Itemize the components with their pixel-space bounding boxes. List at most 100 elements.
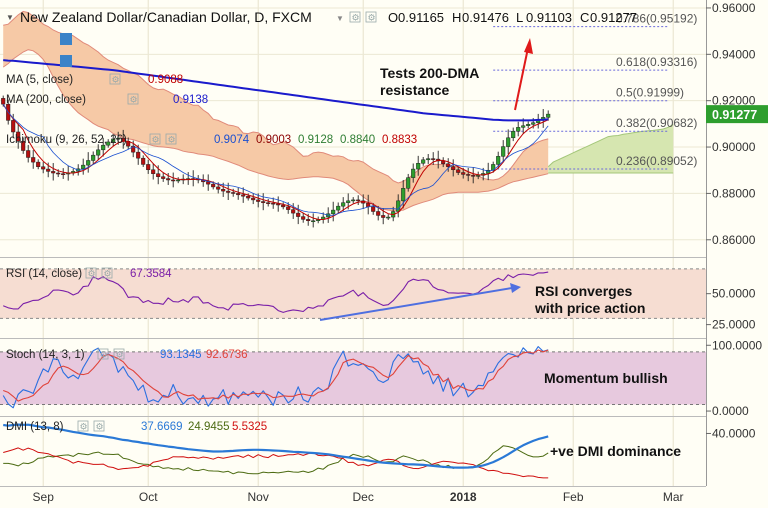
candle-body — [531, 122, 536, 125]
ohlc-key: C — [580, 10, 589, 25]
candle-body — [441, 160, 446, 164]
fib-label: 0.786(0.95192) — [616, 12, 697, 26]
candle-body — [296, 212, 301, 217]
settings-icon: ⚙ — [130, 95, 138, 105]
time-axis-label: Dec — [353, 490, 374, 504]
candle-body — [151, 169, 156, 174]
candle-body — [286, 206, 291, 210]
fib-label: 0.236(0.89052) — [616, 154, 697, 168]
candle-body — [446, 163, 451, 167]
stoch-band — [0, 351, 706, 405]
candle-body — [91, 154, 96, 161]
candle-body — [236, 193, 241, 196]
eye-icon — [365, 11, 377, 23]
rsi-annotation-line1: RSI converges — [535, 283, 632, 299]
rsi-band — [0, 268, 706, 319]
ichimoku-cloud — [2, 10, 674, 212]
ohlc-value: 0.91103 — [526, 10, 572, 25]
rsi-line — [2, 271, 549, 313]
kumo-bearish — [3, 11, 549, 211]
dmi-plus-value: 24.9455 — [188, 421, 230, 433]
collapse-icon: ▼ — [6, 13, 14, 22]
fib-label: 0.5(0.91999) — [616, 86, 684, 100]
candle-body — [341, 202, 346, 207]
eye-icon — [77, 420, 89, 432]
candle-body — [506, 137, 511, 147]
candle-body — [241, 194, 246, 197]
price-annotation-line1: Tests 200-DMA — [380, 65, 479, 81]
settings-icon: ⚙ — [352, 13, 360, 23]
candle-body — [266, 202, 271, 204]
stoch-k-line — [2, 346, 549, 409]
candle-body — [61, 173, 66, 175]
ichimoku-value: 0.9074 — [214, 134, 250, 146]
adx-line — [3, 423, 549, 469]
current-price-value: 0.91277 — [712, 108, 757, 122]
candle-body — [271, 202, 276, 205]
candle-body — [356, 199, 361, 202]
candle-body — [166, 178, 171, 181]
time-axis-label: Oct — [139, 490, 158, 504]
candle-body — [246, 195, 251, 199]
fib-label: 0.618(0.93316) — [616, 55, 697, 69]
candle-body — [501, 146, 506, 157]
candle-body — [406, 177, 411, 189]
price-axis-bg — [706, 0, 768, 508]
settings-icon: ⚙ — [116, 350, 124, 360]
dmi-adx-value: 37.6669 — [141, 421, 183, 433]
candle-body — [21, 141, 26, 151]
legend-label: MA (5, close) — [6, 74, 73, 86]
candle-body — [516, 127, 521, 132]
candle-body — [216, 186, 221, 190]
stoch-axis-label: 100.0000 — [712, 338, 762, 352]
candle-body — [156, 173, 161, 177]
time-axis-label: 2018 — [450, 490, 477, 504]
rsi-annotation-line2: with price action — [534, 300, 645, 316]
eye-icon — [93, 420, 105, 432]
eye-icon — [349, 11, 361, 23]
time-axis-label: Mar — [663, 490, 684, 504]
candle-body — [346, 200, 351, 203]
candle-body — [466, 174, 471, 176]
settings-icon: ⚙ — [104, 269, 112, 279]
candle-body — [51, 171, 56, 174]
rsi-axis-label: 50.0000 — [712, 287, 756, 301]
current-price-tag — [706, 105, 768, 124]
price-axis-label: 0.92000 — [712, 94, 756, 108]
bullish-arrow-head — [524, 38, 533, 54]
candle-body — [111, 138, 116, 143]
candle-body — [401, 188, 406, 202]
candle-body — [231, 192, 236, 194]
candle-body — [471, 175, 476, 177]
candle-body — [161, 176, 166, 179]
visibility-toggle-icon — [60, 33, 72, 45]
candle-body — [146, 164, 151, 171]
eye-icon — [85, 267, 97, 279]
candle-body — [226, 190, 231, 193]
ichimoku-value: 0.9003 — [256, 134, 291, 146]
visibility-toggle-icon — [60, 55, 72, 67]
candle-body — [256, 199, 261, 202]
candle-body — [416, 163, 421, 170]
ichimoku-conversion-line — [2, 103, 549, 216]
candle-body — [276, 203, 281, 206]
candle-body — [136, 151, 141, 159]
candle-body — [311, 220, 316, 223]
kumo-bearish-bottom — [2, 49, 549, 212]
ohlc-key: L — [516, 10, 523, 25]
candle-body — [306, 219, 311, 222]
settings-icon: ⚙ — [168, 135, 176, 145]
dmi-minus-value: 5.5325 — [232, 421, 267, 433]
time-axis-label: Nov — [248, 490, 269, 504]
candle-body — [496, 156, 501, 165]
candle-body — [116, 137, 121, 140]
candle-body — [451, 166, 456, 171]
time-axis-label: Feb — [563, 490, 584, 504]
candle-body — [376, 211, 381, 216]
candle-body — [351, 199, 356, 202]
candle-body — [281, 204, 286, 208]
bullish-arrow — [514, 47, 529, 111]
indicator-lines — [2, 59, 549, 220]
